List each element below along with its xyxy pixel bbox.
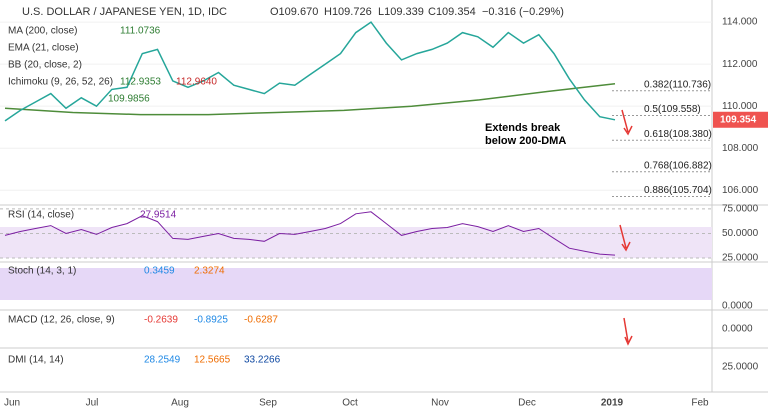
y-tick-label: 0.0000 xyxy=(722,324,753,335)
y-tick-label: 0.0000 xyxy=(722,301,753,312)
pane-value: 0.3459 xyxy=(144,266,175,277)
high: H109.726 xyxy=(324,6,372,18)
stoch-band xyxy=(0,268,712,300)
low: L109.339 xyxy=(378,6,424,18)
pane-value: -0.2639 xyxy=(144,315,178,326)
open: O109.670 xyxy=(270,6,318,18)
fib-label: 0.5(109.558) xyxy=(644,104,701,115)
y-tick-label: 110.000 xyxy=(722,101,758,112)
fib-label: 0.382(110.736) xyxy=(644,79,711,90)
y-tick-label: 108.000 xyxy=(722,143,759,154)
pane-value: 2.3274 xyxy=(194,266,225,277)
indicator-name: MA (200, close) xyxy=(8,26,77,37)
y-tick-label: 25.0000 xyxy=(722,253,759,264)
pane-value: 12.5665 xyxy=(194,355,231,366)
last-price-label: 109.354 xyxy=(720,114,757,125)
y-tick-label: 114.000 xyxy=(722,17,758,28)
x-tick-label: Jul xyxy=(86,398,99,409)
pane-value: 28.2549 xyxy=(144,355,181,366)
symbol: U.S. DOLLAR / JAPANESE YEN, 1D, IDC xyxy=(22,6,227,18)
indicator-value: 112.9353 xyxy=(120,77,161,88)
ma200-line xyxy=(4,82,616,116)
x-tick-label: Sep xyxy=(259,398,277,409)
fib-label: 0.768(106.882) xyxy=(644,160,712,171)
x-tick-label: 2019 xyxy=(601,398,624,409)
x-tick-label: Nov xyxy=(431,398,449,409)
indicator-value: 109.9856 xyxy=(108,94,150,105)
x-tick-label: Dec xyxy=(518,398,536,409)
pane-value: 27.9514 xyxy=(140,210,177,221)
indicator-name: EMA (21, close) xyxy=(8,43,79,54)
pane-title: RSI (14, close) xyxy=(8,210,74,221)
last-price-box xyxy=(713,111,768,128)
x-tick-label: Feb xyxy=(691,398,709,409)
close: C109.354 xyxy=(428,6,476,18)
x-tick-label: Aug xyxy=(171,398,189,409)
y-tick-label: 50.0000 xyxy=(722,228,759,239)
change: −0.316 (−0.29%) xyxy=(482,6,564,18)
y-tick-label: 106.000 xyxy=(722,185,759,196)
pane-value: -0.6287 xyxy=(244,315,278,326)
arrow xyxy=(619,224,631,252)
y-tick-label: 25.0000 xyxy=(722,362,759,373)
indicator-value: 111.0736 xyxy=(120,26,161,37)
indicator-name: BB (20, close, 2) xyxy=(8,60,82,71)
fib-label: 0.886(105.704) xyxy=(644,185,712,196)
x-tick-label: Jun xyxy=(4,398,20,409)
y-tick-label: 112.000 xyxy=(722,59,758,70)
pane-title: DMI (14, 14) xyxy=(8,355,64,366)
pane-title: MACD (12, 26, close, 9) xyxy=(8,315,115,326)
pane-title: Stoch (14, 3, 1) xyxy=(8,266,76,277)
x-tick-label: Oct xyxy=(342,398,358,409)
pane-value: 33.2266 xyxy=(244,355,281,366)
indicator-name: Ichimoku (9, 26, 52, 26) xyxy=(8,77,113,88)
annotation: below 200-DMA xyxy=(485,135,566,147)
fib-label: 0.618(108.380) xyxy=(644,129,712,140)
annotation: Extends break xyxy=(485,122,561,134)
pane-value: -0.8925 xyxy=(194,315,228,326)
arrow xyxy=(623,317,633,346)
price-line xyxy=(4,21,616,122)
y-tick-label: 75.0000 xyxy=(722,203,759,214)
rsi-line xyxy=(4,211,616,256)
rsi-band xyxy=(0,227,712,258)
indicator-value: 112.9640 xyxy=(176,77,217,88)
arrow xyxy=(621,109,633,136)
